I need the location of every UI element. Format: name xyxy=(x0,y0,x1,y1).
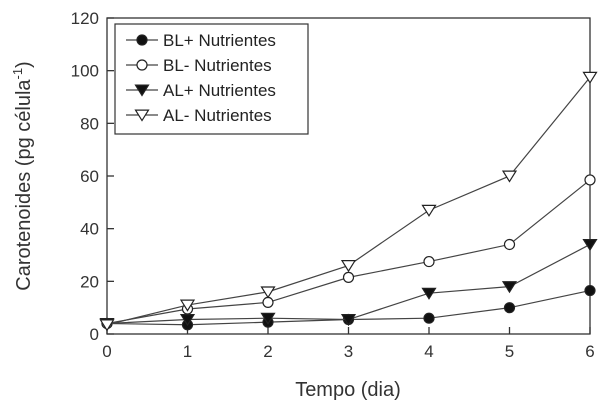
series-line xyxy=(106,179,591,325)
data-point xyxy=(584,174,596,186)
data-point xyxy=(262,296,274,308)
x-tick-label: 0 xyxy=(102,342,111,361)
x-tick-label: 6 xyxy=(585,342,594,361)
data-point xyxy=(179,299,196,312)
data-point xyxy=(340,260,357,273)
y-tick-label: 40 xyxy=(80,220,99,239)
data-point xyxy=(582,71,598,84)
legend-item: AL+ Nutrientes xyxy=(126,81,276,100)
y-tick-label: 0 xyxy=(90,325,99,344)
data-point xyxy=(584,284,596,297)
data-point xyxy=(503,238,516,251)
legend-marker xyxy=(134,84,150,97)
data-point xyxy=(501,281,518,294)
data-point xyxy=(260,286,276,299)
x-axis-title: Tempo (dia) xyxy=(295,379,401,401)
y-tick-label: 20 xyxy=(80,272,99,291)
data-point xyxy=(421,204,437,217)
data-point xyxy=(260,312,276,325)
data-point xyxy=(421,287,437,300)
legend: BL+ Nutrientes BL- Nutrientes AL+ Nutrient… xyxy=(114,23,309,135)
legend-item: AL- Nutrientes xyxy=(126,106,272,125)
data-point xyxy=(582,238,598,252)
data-point xyxy=(503,302,516,314)
legend-label: AL+ Nutrientes xyxy=(163,81,276,100)
y-axis-title-superscript: -1 xyxy=(10,68,25,80)
legend-box xyxy=(114,23,309,135)
legend-item: BL- Nutrientes xyxy=(126,56,272,75)
series-4 xyxy=(99,71,598,332)
legend-marker xyxy=(136,59,148,71)
data-point xyxy=(99,319,115,332)
x-tick-label: 1 xyxy=(183,342,192,361)
data-point xyxy=(340,314,357,327)
data-point xyxy=(501,170,518,183)
legend-item: BL+ Nutrientes xyxy=(126,31,276,50)
data-point xyxy=(423,312,435,324)
y-tick-label: 80 xyxy=(80,114,99,133)
legend-label: AL- Nutrientes xyxy=(163,106,272,125)
legend-marker xyxy=(134,109,150,122)
legend-marker xyxy=(136,34,148,46)
legend-label: BL- Nutrientes xyxy=(163,56,272,75)
series-3 xyxy=(99,238,598,331)
x-tick-label: 2 xyxy=(263,342,272,361)
y-tick-label: 100 xyxy=(71,62,99,81)
data-point xyxy=(423,255,435,268)
y-axis-title-main: Carotenoides (pg célula xyxy=(13,79,35,291)
x-tick-label: 3 xyxy=(344,342,353,361)
data-point xyxy=(342,271,355,283)
legend-label: BL+ Nutrientes xyxy=(163,31,276,50)
x-tick-label: 5 xyxy=(505,342,514,361)
data-point xyxy=(179,314,196,327)
y-tick-label: 60 xyxy=(80,167,99,186)
series-layer xyxy=(99,71,598,332)
y-axis-title: Carotenoides (pg célula-1) xyxy=(10,61,35,290)
series-line xyxy=(106,243,591,325)
y-axis-title-close: ) xyxy=(13,61,35,68)
x-tick-label: 4 xyxy=(424,342,433,361)
y-tick-label: 120 xyxy=(71,9,99,28)
